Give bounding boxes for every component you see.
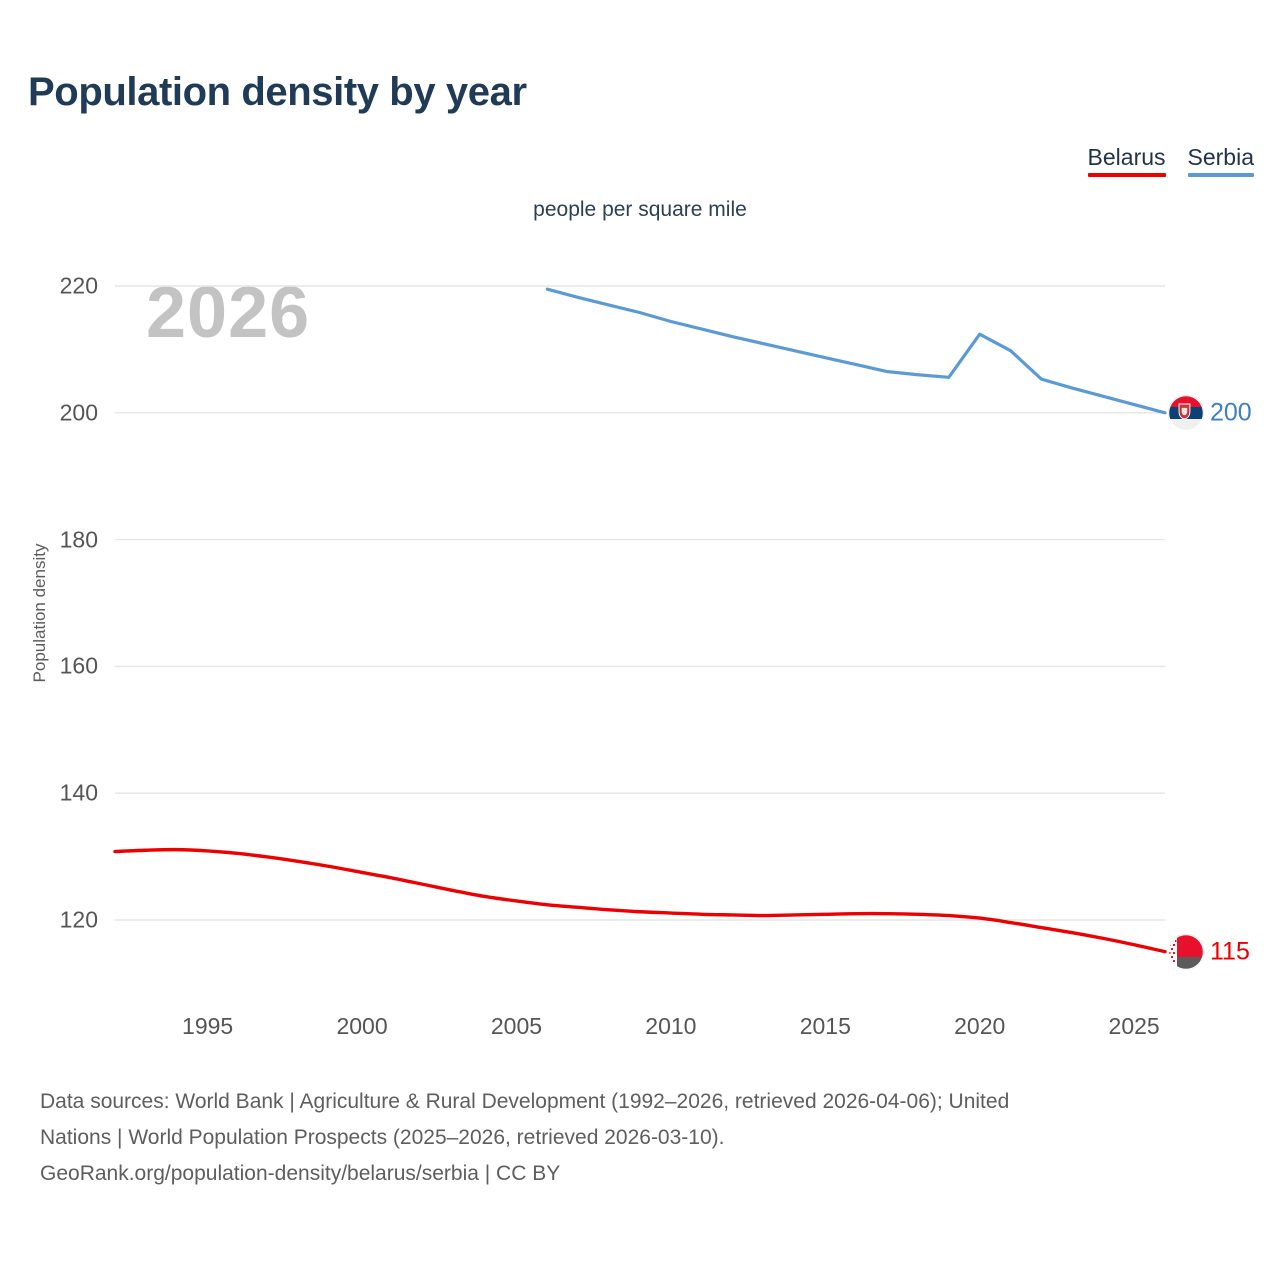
x-tick-2025: 2025	[1108, 1013, 1160, 1039]
legend-color-swatch-belarus	[1087, 173, 1166, 177]
y-tick-140: 140	[59, 779, 98, 806]
series-line-serbia	[545, 287, 1167, 415]
belarus-end-value: 115	[1210, 937, 1250, 966]
gridlines	[115, 285, 1165, 921]
chart-legend: Belarus Serbia	[1087, 144, 1254, 177]
series-line-belarus	[113, 847, 1167, 954]
x-tick-2010: 2010	[645, 1013, 697, 1039]
x-tick-1995: 1995	[182, 1013, 234, 1039]
x-tick-2020: 2020	[954, 1013, 1006, 1039]
footer-line-2: Nations | World Population Prospects (20…	[40, 1126, 725, 1149]
serbia-flag-icon	[1168, 394, 1204, 431]
legend-label-belarus: Belarus	[1087, 144, 1166, 170]
y-tick-180: 180	[59, 526, 98, 553]
chart-subtitle: people per square mile	[533, 198, 747, 221]
legend-item-serbia[interactable]: Serbia	[1187, 144, 1254, 177]
series-lines	[113, 287, 1167, 954]
legend-label-serbia: Serbia	[1187, 144, 1254, 170]
y-tick-220: 220	[59, 272, 98, 299]
footer-line-3: GeoRank.org/population-density/belarus/s…	[40, 1162, 561, 1185]
legend-item-belarus[interactable]: Belarus	[1087, 144, 1166, 177]
y-tick-160: 160	[59, 652, 98, 679]
y-tick-200: 200	[59, 399, 98, 426]
page-title: Population density by year	[28, 70, 527, 114]
serbia-end-value: 200	[1210, 398, 1252, 427]
x-tick-2005: 2005	[490, 1013, 543, 1039]
y-tick-120: 120	[59, 906, 98, 933]
legend-color-swatch-serbia	[1187, 173, 1254, 177]
x-tick-2015: 2015	[799, 1013, 851, 1039]
footer-sources: Data sources: World Bank | Agriculture &…	[40, 1084, 1250, 1192]
x-tick-2000: 2000	[336, 1013, 388, 1039]
footer-line-1: Data sources: World Bank | Agriculture &…	[40, 1090, 1010, 1113]
belarus-flag-icon	[1168, 933, 1204, 970]
year-watermark: 2026	[146, 273, 311, 353]
y-axis-tick-labels: 120 140 160 180 200 220	[0, 0, 98, 1280]
